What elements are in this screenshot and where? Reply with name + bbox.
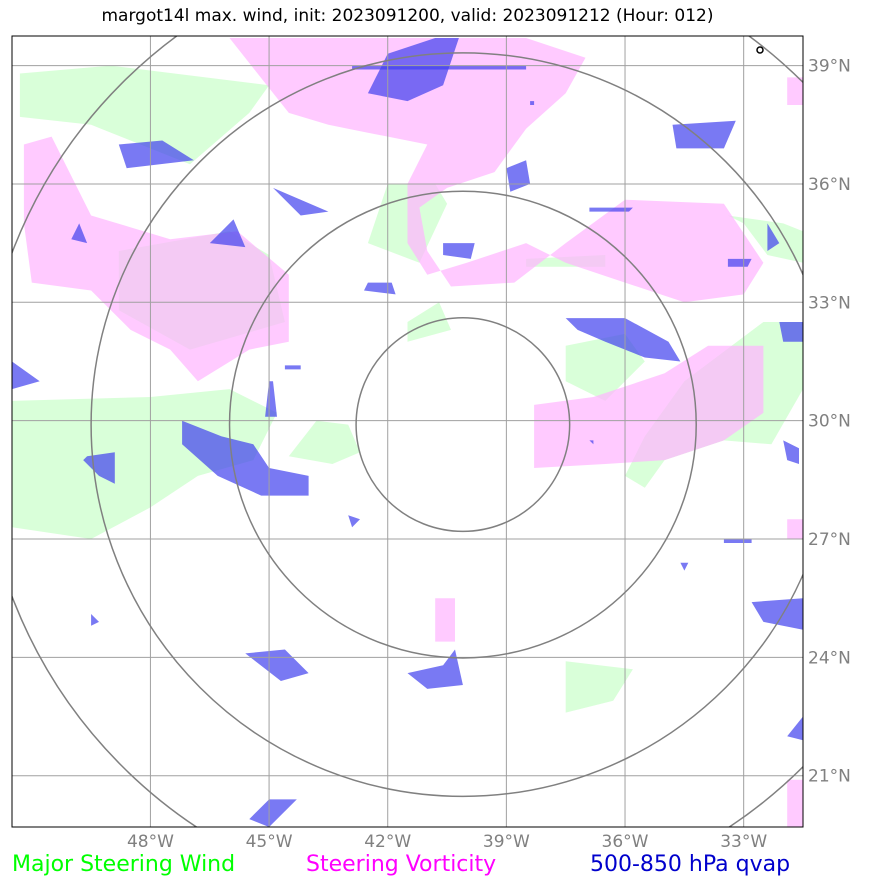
steering-wind-area (12, 389, 277, 539)
qvap-area (364, 282, 396, 295)
qvap-area (12, 361, 40, 390)
latitude-tick-label: 27°N (808, 530, 851, 550)
qvap-area (589, 207, 633, 212)
qvap-area (348, 515, 360, 528)
map-title: margot14l max. wind, init: 2023091200, v… (101, 6, 714, 26)
legend-qvap: 500-850 hPa qvap (590, 852, 791, 877)
qvap-area (767, 223, 780, 251)
qvap-area (284, 365, 301, 370)
longitude-tick-label: 48°W (127, 832, 174, 852)
latitude-tick-label: 39°N (808, 57, 851, 77)
small-circle-marker (756, 46, 764, 54)
qvap-area (779, 322, 803, 342)
steering-wind-area (727, 215, 803, 263)
latitude-tick-label: 33°N (808, 293, 851, 313)
qvap-area (565, 318, 681, 362)
qvap-area (723, 539, 752, 543)
qvap-area (783, 440, 799, 464)
qvap-area (751, 598, 803, 630)
qvap-area (118, 140, 194, 169)
qvap-area (91, 614, 99, 626)
qvap-area (209, 219, 246, 248)
qvap-layer (12, 38, 803, 827)
qvap-area (787, 716, 803, 741)
longitude-tick-label: 39°W (483, 832, 530, 852)
steering-vorticity-area (23, 136, 289, 382)
qvap-area (680, 562, 689, 571)
qvap-area (407, 649, 463, 689)
latitude-labels: 39°N 36°N 33°N 30°N 27°N 24°N 21°N (808, 57, 851, 787)
latitude-tick-label: 30°N (808, 412, 851, 432)
steering-vorticity-area (435, 598, 455, 642)
range-ring (90, 52, 803, 798)
legend-wind: Major Steering Wind (12, 852, 236, 877)
longitude-tick-label: 45°W (246, 832, 293, 852)
range-ring (355, 317, 571, 533)
qvap-area (83, 452, 115, 484)
latitude-tick-label: 21°N (808, 767, 851, 787)
longitude-tick-label: 33°W (720, 832, 767, 852)
qvap-area (443, 243, 475, 259)
qvap-area (182, 420, 309, 496)
range-ring (228, 190, 697, 659)
steering-vorticity-area (229, 38, 764, 303)
longitude-tick-label: 42°W (364, 832, 411, 852)
steering-vorticity-area (787, 77, 803, 105)
qvap-area (273, 187, 329, 216)
steering-wind-area (19, 65, 270, 165)
qvap-area (727, 258, 752, 267)
latitude-tick-label: 36°N (808, 175, 851, 195)
qvap-area (672, 120, 736, 149)
steering-vorticity-layer (23, 38, 803, 827)
steering-vorticity-area (787, 779, 803, 827)
graticule (12, 36, 803, 827)
legend-vorticity: Steering Vorticity (306, 852, 497, 877)
steering-wind-area (288, 420, 360, 464)
qvap-area (249, 799, 297, 827)
qvap-area (589, 440, 594, 445)
steering-vorticity-area (534, 345, 764, 468)
qvap-area (71, 223, 88, 244)
qvap-area (245, 649, 309, 681)
qvap-area (265, 381, 277, 417)
longitude-labels: 48°W 45°W 42°W 39°W 36°W 33°W (127, 832, 767, 852)
qvap-area (530, 101, 535, 105)
qvap-area (506, 160, 531, 192)
steering-wind-area (565, 661, 633, 713)
steering-wind-area (407, 302, 451, 342)
qvap-area (352, 65, 527, 70)
latitude-tick-label: 24°N (808, 648, 851, 668)
plot-frame (11, 35, 804, 828)
steering-vorticity-area (787, 519, 803, 539)
longitude-tick-label: 36°W (602, 832, 649, 852)
